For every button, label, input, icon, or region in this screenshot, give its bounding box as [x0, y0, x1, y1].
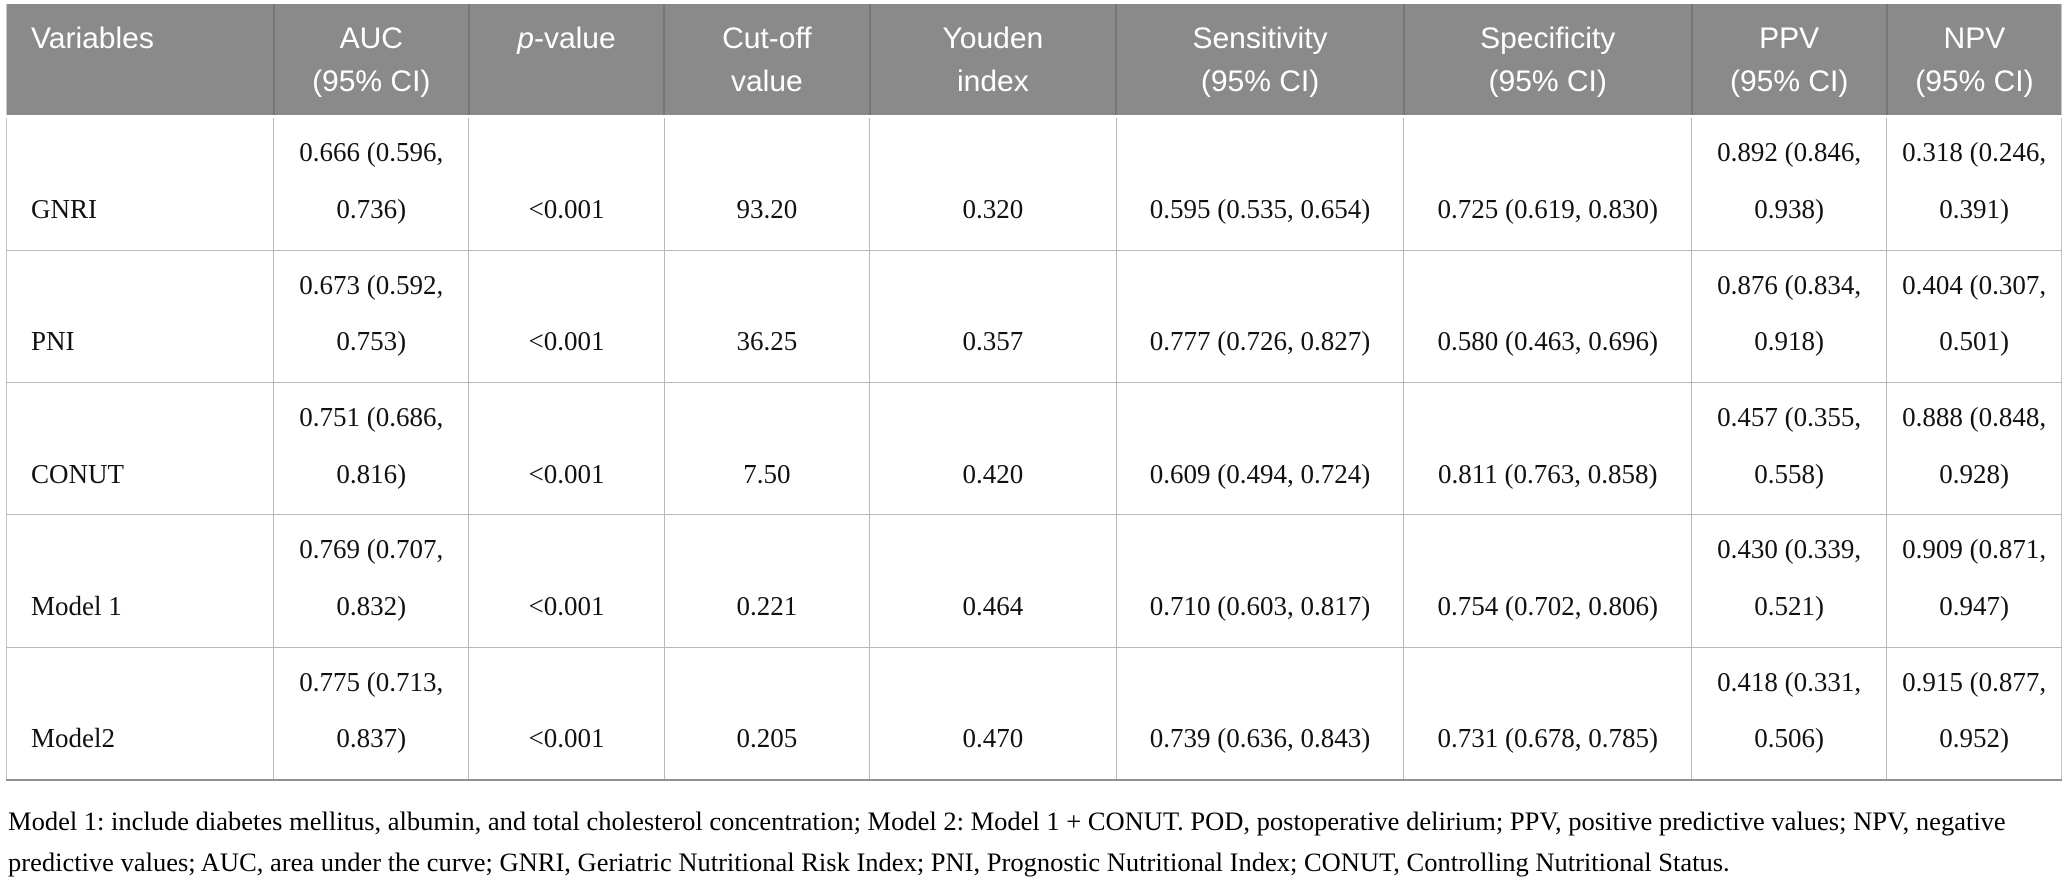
cell-ppv: 0.892 (0.846, 0.938): [1691, 116, 1888, 251]
column-header-label: Youden index: [942, 22, 1044, 98]
cell-sensitivity: 0.710 (0.603, 0.817): [1115, 514, 1405, 648]
table-body: GNRI 0.666 (0.596, 0.736) <0.001 93.20 0…: [6, 116, 2062, 781]
cell-ppv: 0.430 (0.339, 0.521): [1691, 514, 1888, 648]
cell-p-value: <0.001: [468, 646, 665, 781]
cell-auc: 0.775 (0.713, 0.837): [273, 646, 470, 781]
cell-sensitivity: 0.609 (0.494, 0.724): [1115, 381, 1405, 516]
column-header-label: AUC (95% CI): [312, 22, 431, 98]
cell-ppv: 0.876 (0.834, 0.918): [1691, 249, 1888, 383]
cell-npv: 0.915 (0.877, 0.952): [1886, 646, 2062, 781]
cell-npv: 0.404 (0.307, 0.501): [1886, 249, 2062, 383]
column-header-label: Cut-off value: [722, 22, 812, 98]
column-header-label: NPV (95% CI): [1915, 22, 2034, 98]
cell-sensitivity: 0.777 (0.726, 0.827): [1115, 249, 1405, 383]
column-header-youden: Youden index: [868, 4, 1117, 119]
table-row: Model 1 0.769 (0.707, 0.832) <0.001 0.22…: [6, 514, 2062, 648]
cell-youden: 0.470: [869, 646, 1117, 781]
cell-p-value: <0.001: [468, 381, 665, 516]
cell-specificity: 0.580 (0.463, 0.696): [1403, 249, 1693, 383]
cell-cutoff: 0.205: [663, 646, 871, 781]
column-header-cutoff: Cut-off value: [663, 4, 870, 119]
column-header-specificity: Specificity (95% CI): [1402, 4, 1692, 119]
cell-variable: PNI: [6, 249, 275, 383]
cell-sensitivity: 0.595 (0.535, 0.654): [1115, 116, 1405, 251]
column-header-npv: NPV (95% CI): [1885, 4, 2062, 119]
cell-variable: GNRI: [6, 116, 275, 251]
cell-auc: 0.751 (0.686, 0.816): [273, 381, 470, 516]
p-italic: p: [517, 22, 534, 55]
cell-p-value: <0.001: [468, 514, 665, 648]
cell-variable: Model2: [6, 646, 275, 781]
cell-youden: 0.464: [869, 514, 1117, 648]
cell-npv: 0.318 (0.246, 0.391): [1886, 116, 2062, 251]
p-rest: -value: [533, 22, 616, 55]
table-row: CONUT 0.751 (0.686, 0.816) <0.001 7.50 0…: [6, 381, 2062, 516]
column-header-label: Sensitivity (95% CI): [1192, 22, 1328, 98]
cell-youden: 0.420: [869, 381, 1117, 516]
column-header-variables: Variables: [6, 4, 274, 119]
cell-cutoff: 0.221: [663, 514, 871, 648]
cell-specificity: 0.731 (0.678, 0.785): [1403, 646, 1693, 781]
cell-ppv: 0.457 (0.355, 0.558): [1691, 381, 1888, 516]
page: Variables AUC (95% CI) p-value Cut-off v…: [6, 4, 2062, 877]
table-row: PNI 0.673 (0.592, 0.753) <0.001 36.25 0.…: [6, 249, 2062, 383]
cell-cutoff: 93.20: [663, 116, 871, 251]
cell-cutoff: 7.50: [663, 381, 871, 516]
cell-youden: 0.357: [869, 249, 1117, 383]
cell-variable: Model 1: [6, 514, 275, 648]
cell-auc: 0.673 (0.592, 0.753): [273, 249, 470, 383]
results-table: Variables AUC (95% CI) p-value Cut-off v…: [6, 4, 2062, 782]
column-header-label: Specificity (95% CI): [1480, 22, 1616, 98]
cell-npv: 0.909 (0.871, 0.947): [1886, 514, 2062, 648]
cell-youden: 0.320: [869, 116, 1117, 251]
column-header-sensitivity: Sensitivity (95% CI): [1115, 4, 1404, 119]
table-row: Model2 0.775 (0.713, 0.837) <0.001 0.205…: [6, 646, 2062, 781]
column-header-label: p-value: [517, 18, 615, 61]
cell-specificity: 0.811 (0.763, 0.858): [1403, 381, 1693, 516]
column-header-label: Variables: [31, 22, 154, 55]
cell-specificity: 0.754 (0.702, 0.806): [1403, 514, 1693, 648]
cell-auc: 0.769 (0.707, 0.832): [273, 514, 470, 648]
table-footnote: Model 1: include diabetes mellitus, albu…: [8, 806, 2006, 878]
table-row: GNRI 0.666 (0.596, 0.736) <0.001 93.20 0…: [6, 116, 2062, 251]
cell-auc: 0.666 (0.596, 0.736): [273, 116, 470, 251]
cell-specificity: 0.725 (0.619, 0.830): [1403, 116, 1693, 251]
cell-npv: 0.888 (0.848, 0.928): [1886, 381, 2062, 516]
table-header: Variables AUC (95% CI) p-value Cut-off v…: [6, 4, 2062, 119]
cell-ppv: 0.418 (0.331, 0.506): [1691, 646, 1888, 781]
column-header-label: PPV (95% CI): [1729, 22, 1849, 98]
column-header-ppv: PPV (95% CI): [1690, 4, 1887, 119]
column-header-p-value: p-value: [467, 4, 665, 119]
cell-p-value: <0.001: [468, 116, 665, 251]
cell-p-value: <0.001: [468, 249, 665, 383]
header-row: Variables AUC (95% CI) p-value Cut-off v…: [6, 4, 2062, 119]
column-header-auc: AUC (95% CI): [272, 4, 469, 119]
cell-cutoff: 36.25: [663, 249, 871, 383]
cell-variable: CONUT: [6, 381, 275, 516]
cell-sensitivity: 0.739 (0.636, 0.843): [1115, 646, 1405, 781]
